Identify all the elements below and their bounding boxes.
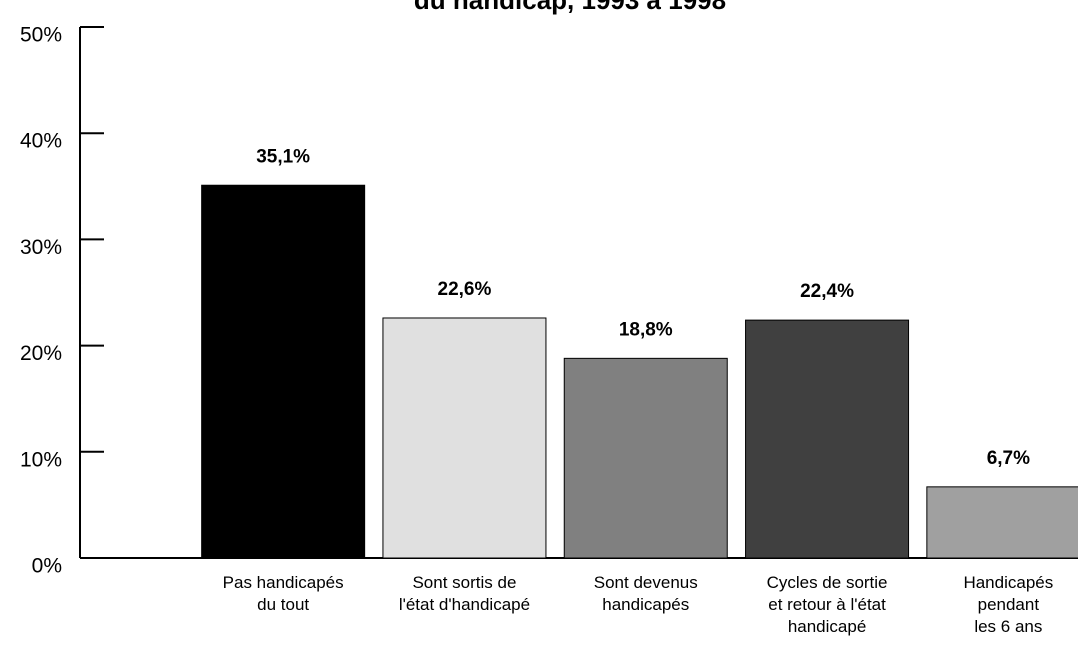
x-tick-label-line: Pas handicapés <box>223 573 344 592</box>
bar <box>926 486 1078 559</box>
y-tick-label: 10% <box>20 448 62 471</box>
bar <box>201 184 366 559</box>
x-tick-label: Sont sortis de l'état d'handicapé <box>399 573 530 614</box>
value-label: 6,7% <box>987 448 1030 469</box>
y-tick-label: 40% <box>20 130 62 153</box>
x-tick-label: Sont devenus handicapés <box>594 573 698 614</box>
value-label: 35,1% <box>256 146 310 167</box>
x-tick-label-line: Sont sortis de <box>412 573 516 592</box>
x-tick-label: Pas handicapés du tout <box>223 573 344 614</box>
value-label: 22,6% <box>438 279 492 300</box>
x-tick-label-line: et retour à l'état <box>768 595 886 614</box>
y-tick-label: 50% <box>20 24 62 47</box>
x-tick-label-line: les 6 ans <box>974 617 1042 636</box>
x-tick-label-line: du tout <box>257 595 309 614</box>
bar <box>563 357 728 559</box>
x-tick-label-line: l'état d'handicapé <box>399 595 530 614</box>
x-tick-label: Handicapés pendant les 6 ans <box>963 573 1053 636</box>
x-tick-label-line: Cycles de sortie <box>767 573 888 592</box>
x-tick-label: Cycles de sortie et retour à l'état handic… <box>767 573 888 636</box>
bar <box>745 319 910 559</box>
x-tick-label-line: Sont devenus <box>594 573 698 592</box>
y-tick-label: 20% <box>20 342 62 365</box>
y-tick-label: 0% <box>32 555 62 578</box>
y-tick-label: 30% <box>20 236 62 259</box>
value-label: 18,8% <box>619 319 673 340</box>
value-label: 22,4% <box>800 281 854 302</box>
chart-title: du handicap, 1993 à 1998 <box>414 0 726 15</box>
x-tick-label-line: handicapés <box>602 595 689 614</box>
x-tick-label-line: pendant <box>978 595 1040 614</box>
bar <box>382 317 547 559</box>
x-tick-label-line: handicapé <box>788 617 866 636</box>
x-tick-label-line: Handicapés <box>963 573 1053 592</box>
